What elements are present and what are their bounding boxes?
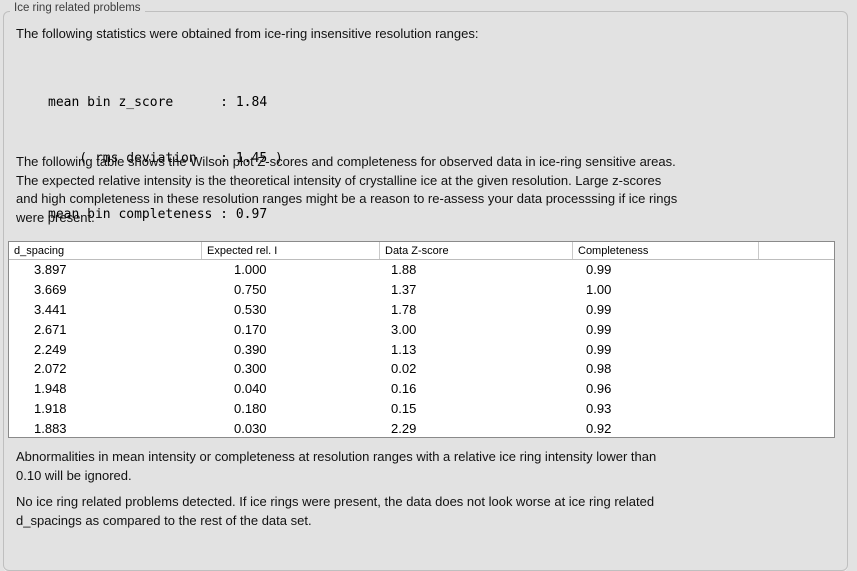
table-cell: 0.170 [234, 321, 267, 337]
table-cell: 2.249 [34, 341, 67, 357]
header-cell-completeness[interactable]: Completeness [572, 242, 758, 259]
table-cell: 0.16 [391, 381, 417, 397]
table-cell: 1.37 [391, 281, 417, 297]
table-cell: 0.98 [586, 361, 612, 377]
table-row[interactable]: 1.948 0.040 0.16 0.96 [9, 379, 834, 399]
header-cell-data-z-score[interactable]: Data Z-score [379, 242, 572, 259]
table-cell: 0.99 [586, 262, 612, 277]
table-header-row: d_spacing Expected rel. I Data Z-score C… [9, 242, 834, 260]
table-cell: 0.15 [391, 401, 417, 417]
stats-line-completeness: mean bin completeness : 0.97 [48, 206, 268, 222]
description-line: and high completeness in these resolutio… [16, 191, 678, 206]
table-row[interactable]: 2.671 0.170 3.00 0.99 [9, 320, 834, 340]
table-cell: 3.441 [34, 301, 67, 317]
ice-ring-table: d_spacing Expected rel. I Data Z-score C… [8, 241, 835, 438]
intro-line: The following statistics were obtained f… [16, 26, 479, 41]
table-cell: 1.918 [34, 401, 67, 417]
table-cell: 0.750 [234, 281, 267, 297]
table-cell: 0.02 [391, 361, 417, 377]
table-cell-empty [758, 399, 834, 419]
table-cell: 2.29 [391, 421, 417, 437]
table-body: 3.897 1.000 1.88 0.99 3.669 0.750 1.37 1.00 3.44… [9, 260, 834, 437]
stats-line-z-score: mean bin z_score : 1.84 [48, 95, 268, 111]
header-cell-empty [758, 242, 834, 259]
header-cell-d-spacing[interactable]: d_spacing [14, 245, 65, 257]
table-cell: 0.99 [586, 301, 612, 317]
table-cell: 0.99 [586, 341, 612, 357]
table-row[interactable]: 1.883 0.030 2.29 0.92 [9, 419, 834, 437]
table-row[interactable]: 3.441 0.530 1.78 0.99 [9, 300, 834, 320]
table-row[interactable]: 3.669 0.750 1.37 1.00 [9, 280, 834, 300]
table-cell: 3.669 [34, 281, 67, 297]
table-cell: 0.300 [234, 361, 267, 377]
table-cell-empty [758, 320, 834, 340]
description-line: were present. [16, 209, 95, 225]
table-cell: 1.78 [391, 301, 417, 317]
table-cell: 0.96 [586, 381, 612, 397]
table-cell-empty [758, 260, 834, 280]
result-line: No ice ring related problems detected. I… [16, 494, 655, 509]
table-cell: 1.88 [391, 262, 417, 277]
table-cell: 0.390 [234, 341, 267, 357]
table-row[interactable]: 2.249 0.390 1.13 0.99 [9, 340, 834, 360]
table-cell: 0.040 [234, 381, 267, 397]
table-row[interactable]: 1.918 0.180 0.15 0.93 [9, 399, 834, 419]
groupbox-label: Ice ring related problems [10, 2, 145, 14]
table-cell: 3.00 [391, 321, 417, 337]
header-cell-expected-rel-i[interactable]: Expected rel. I [201, 242, 379, 259]
ignore-note-line: 0.10 will be ignored. [16, 467, 132, 483]
description-line: The expected relative intensity is the t… [16, 172, 662, 188]
result-line: d_spacings as compared to the rest of th… [16, 512, 312, 528]
stats-line-z-score-rms: ( rms deviation : 1.45 ) [48, 150, 283, 166]
result-paragraph: No ice ring related problems detected. I… [16, 493, 654, 530]
table-cell: 0.180 [234, 401, 267, 417]
ignore-note-line: Abnormalities in mean intensity or compl… [16, 449, 657, 464]
description-line: The following table shows the Wilson plo… [16, 154, 676, 169]
table-cell-empty [758, 340, 834, 360]
table-cell: 2.072 [34, 361, 67, 377]
intro-paragraph: The following statistics were obtained f… [16, 25, 478, 44]
table-cell: 1.948 [34, 381, 67, 397]
table-cell: 1.00 [586, 281, 612, 297]
description-paragraph: The following table shows the Wilson plo… [16, 153, 677, 227]
table-cell-empty [758, 300, 834, 320]
table-cell: 3.897 [34, 262, 67, 277]
table-row[interactable]: 2.072 0.300 0.02 0.98 [9, 359, 834, 379]
table-cell-empty [758, 359, 834, 379]
table-cell: 0.93 [586, 401, 612, 417]
table-cell-empty [758, 379, 834, 399]
table-row[interactable]: 3.897 1.000 1.88 0.99 [9, 260, 834, 280]
table-cell: 1.13 [391, 341, 417, 357]
table-cell-empty [758, 280, 834, 300]
table-cell: 0.99 [586, 321, 612, 337]
table-cell: 0.92 [586, 421, 612, 437]
table-cell: 2.671 [34, 321, 67, 337]
table-cell: 1.000 [234, 262, 267, 277]
table-cell: 1.883 [34, 421, 67, 437]
table-cell: 0.030 [234, 421, 267, 437]
ignore-note-paragraph: Abnormalities in mean intensity or compl… [16, 448, 656, 485]
table-cell: 0.530 [234, 301, 267, 317]
table-cell-empty [758, 419, 834, 437]
